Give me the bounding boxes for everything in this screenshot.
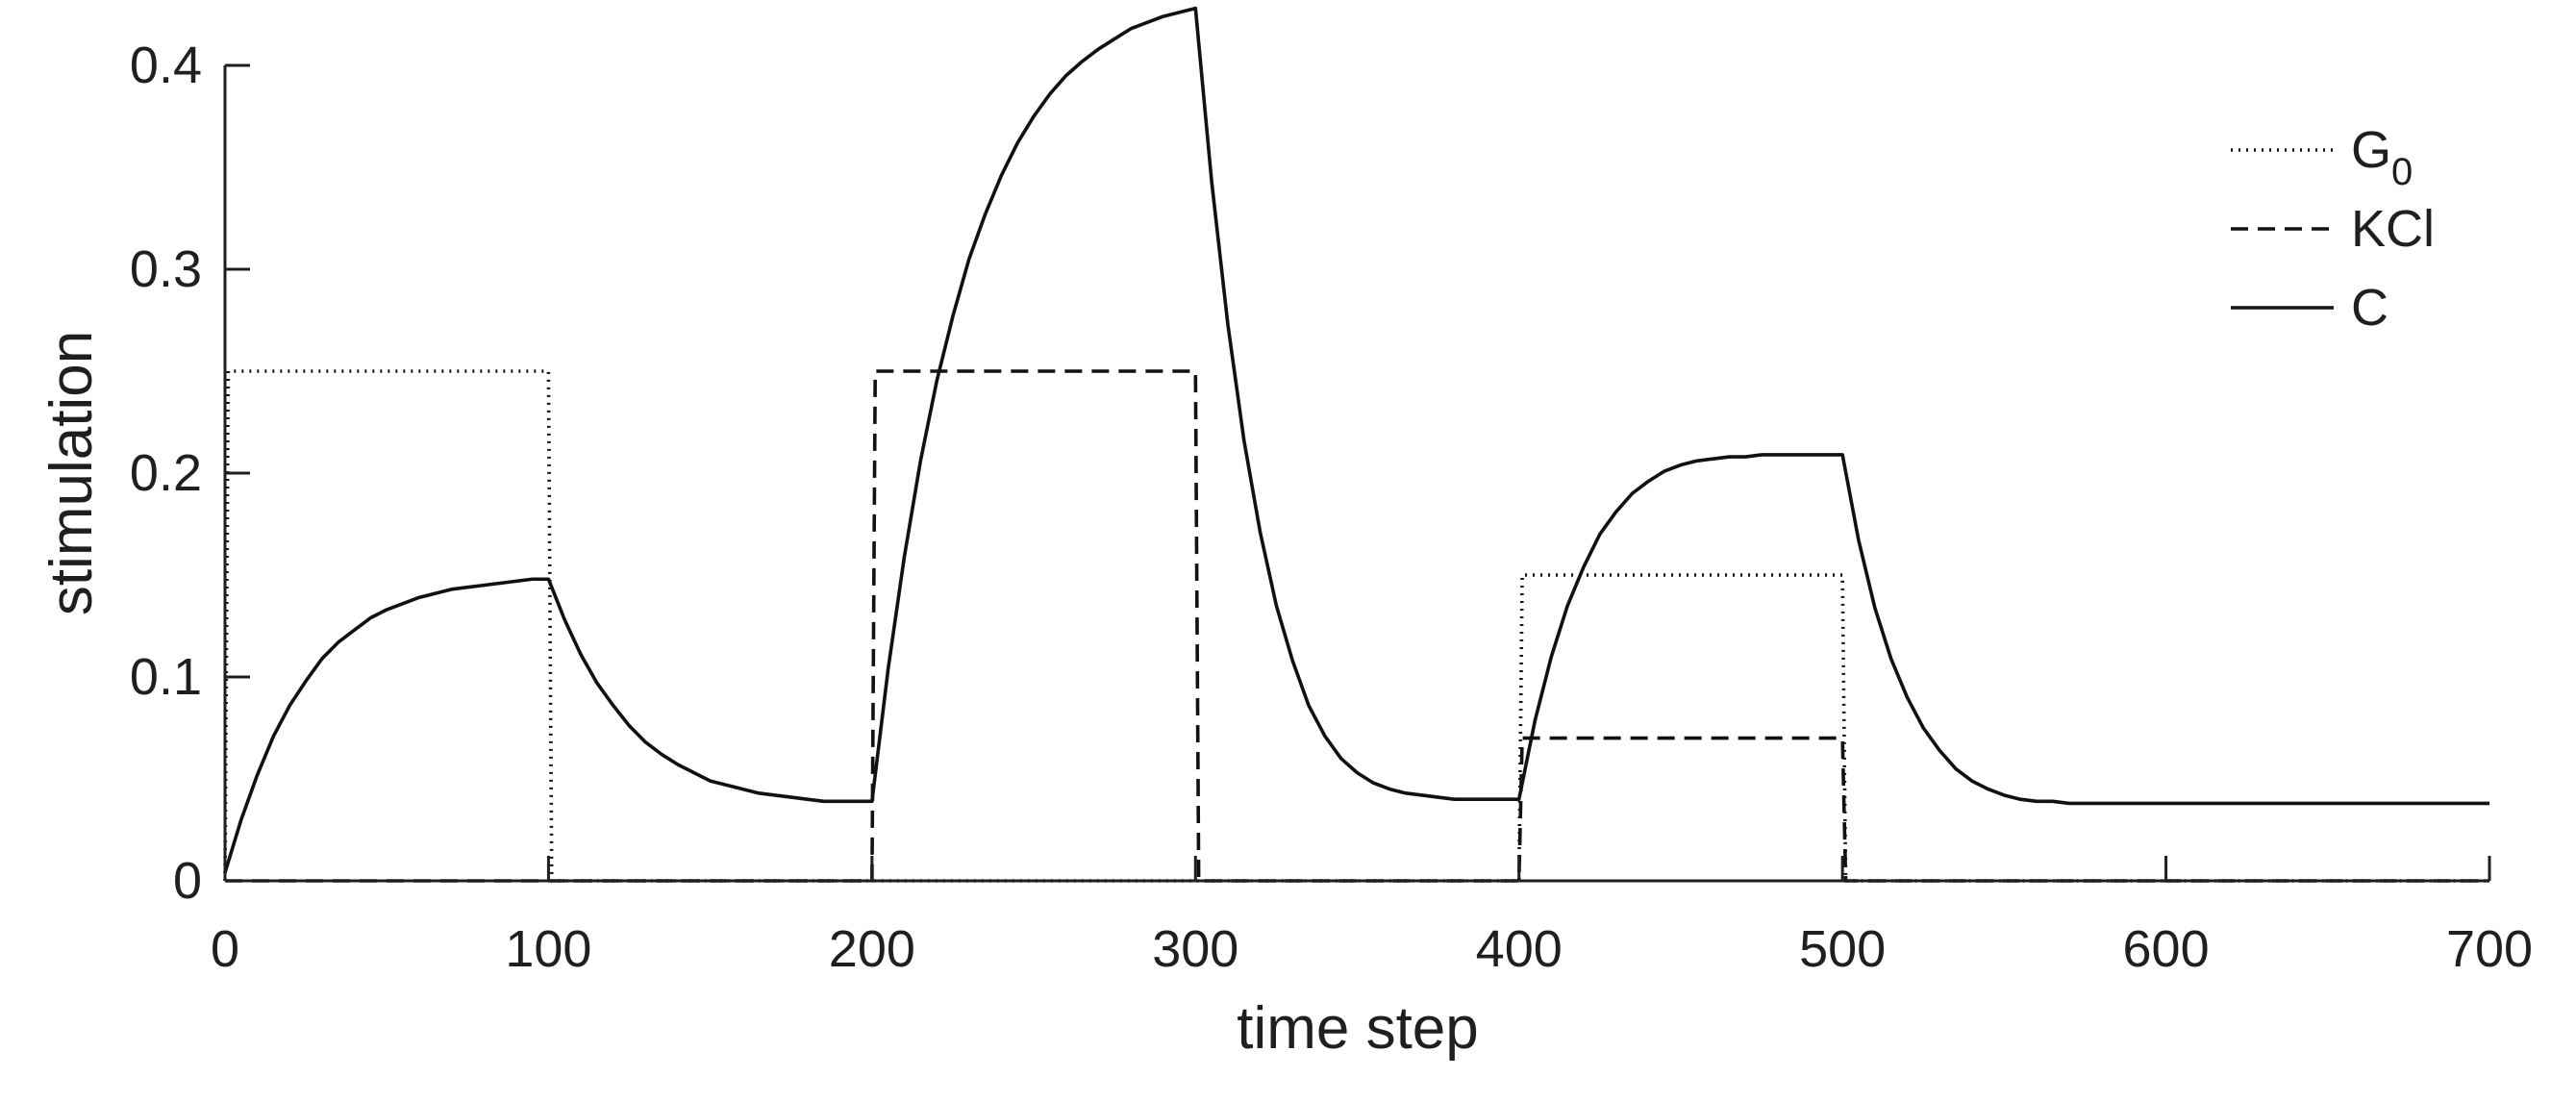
legend-label-kcl: KCl [2351, 200, 2435, 258]
y-axis-label: stimulation [38, 331, 105, 615]
legend-label-g0-main: G [2351, 121, 2391, 179]
y-tick-label: 0.1 [130, 648, 202, 706]
axis-ticks: 0 100 200 300 400 500 600 700 0 0.1 0.2 0.3 0.4 [130, 37, 2533, 978]
series-g-line [223, 369, 2489, 883]
x-axis-label: time step [1237, 995, 1479, 1062]
series-kcl-line [225, 369, 2489, 883]
x-tick-label: 0 [211, 920, 239, 978]
x-tick-label: 700 [2446, 920, 2533, 978]
x-tick-label: 400 [1476, 920, 1563, 978]
legend-label-g0: G0 [2351, 121, 2413, 193]
legend-label-c: C [2351, 279, 2388, 337]
plot-area [223, 6, 2489, 883]
y-tick-label: 0.3 [130, 240, 202, 298]
x-tick-label: 100 [505, 920, 591, 978]
legend-label-g0-subscript: 0 [2391, 151, 2413, 193]
y-tick-label: 0 [173, 852, 202, 910]
y-tick-label: 0.4 [130, 37, 202, 94]
x-tick-label: 600 [2123, 920, 2210, 978]
y-tick-label: 0.2 [130, 444, 202, 502]
series-c-line [223, 6, 2489, 874]
x-tick-label: 500 [1799, 920, 1886, 978]
legend: G0 KCl C [2231, 121, 2435, 337]
x-tick-label: 300 [1152, 920, 1238, 978]
x-tick-label: 200 [829, 920, 915, 978]
